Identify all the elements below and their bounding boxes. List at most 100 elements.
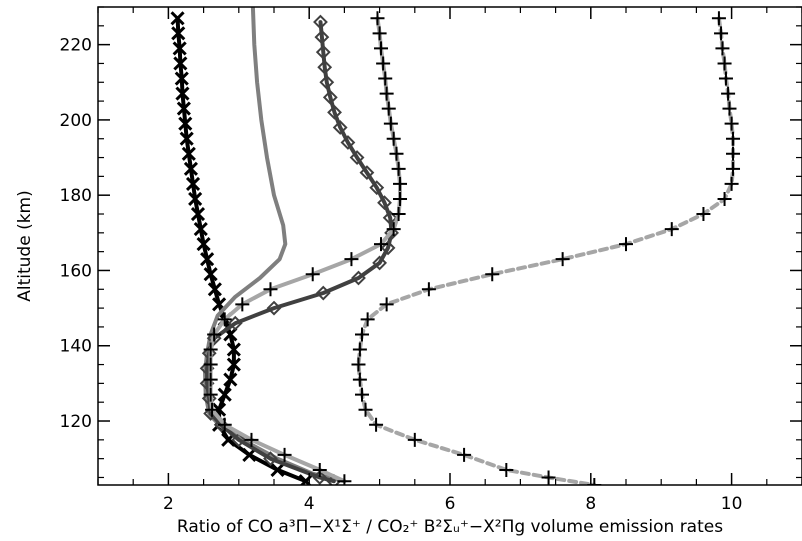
data-point-plus	[205, 402, 220, 417]
data-point-plus	[305, 267, 320, 282]
data-point-plus	[355, 387, 369, 402]
data-point-diamond	[351, 270, 366, 286]
data-point-diamond	[227, 315, 243, 331]
data-point-plus	[217, 417, 232, 432]
y-tick-label: 160	[60, 261, 92, 281]
data-point-plus	[721, 86, 736, 101]
data-point-x	[185, 176, 201, 191]
data-point-plus	[722, 101, 737, 116]
data-point-diamond	[322, 89, 338, 105]
data-point-plus	[457, 447, 472, 462]
data-point-plus	[203, 387, 218, 402]
data-point-plus	[386, 222, 401, 237]
y-axis: 120 140 160 180 200 220	[60, 6, 802, 479]
data-point-x	[217, 387, 232, 402]
data-point-x	[179, 131, 194, 146]
series-line	[208, 16, 402, 484]
data-point-x	[223, 372, 238, 387]
data-point-diamond	[314, 29, 330, 45]
data-point-plus	[235, 297, 250, 312]
y-tick-label: 180	[60, 186, 92, 206]
data-point-plus	[389, 146, 404, 161]
data-point-plus	[393, 191, 408, 206]
data-point-diamond	[315, 285, 331, 301]
data-point-plus	[407, 432, 422, 447]
series-4	[203, 11, 408, 485]
data-point-x	[171, 26, 186, 41]
series-5	[351, 11, 741, 485]
data-point-diamond	[332, 120, 348, 135]
data-point-x	[174, 71, 189, 86]
data-point-x	[203, 267, 218, 282]
data-point-plus	[358, 402, 373, 417]
series-2	[203, 7, 347, 484]
data-point-plus	[376, 56, 391, 71]
x-tick-label: 2	[163, 494, 174, 514]
data-point-x	[183, 161, 198, 176]
data-point-plus	[381, 101, 396, 116]
data-point-diamond	[317, 59, 333, 75]
data-point-plus	[369, 417, 384, 432]
data-point-x	[176, 101, 191, 116]
data-point-x	[190, 206, 206, 222]
data-point-x	[196, 237, 211, 252]
data-point-plus	[724, 116, 739, 131]
data-point-plus	[277, 447, 292, 462]
data-point-plus	[587, 478, 602, 485]
series-line	[356, 16, 735, 485]
y-tick-label: 220	[60, 36, 92, 56]
data-point-plus	[714, 26, 729, 41]
data-point-plus	[244, 432, 259, 447]
data-point-x	[178, 116, 193, 131]
data-point-diamond	[327, 104, 342, 120]
data-point-x	[181, 146, 196, 161]
data-point-diamond	[369, 180, 385, 196]
data-point-x	[188, 191, 203, 207]
series-line	[203, 7, 347, 484]
data-point-diamond	[380, 240, 396, 256]
data-point-plus	[726, 131, 741, 146]
data-point-diamond	[263, 451, 278, 467]
data-point-plus	[696, 207, 711, 222]
data-point-x	[226, 342, 241, 357]
data-point-diamond	[319, 74, 335, 90]
data-point-plus	[263, 282, 278, 297]
data-point-plus	[370, 11, 385, 26]
data-point-plus	[393, 176, 408, 191]
data-point-plus	[391, 161, 406, 176]
data-point-x	[200, 252, 215, 267]
data-point-plus	[717, 56, 732, 71]
data-point-plus	[386, 131, 401, 146]
data-point-plus	[203, 372, 218, 387]
data-point-plus	[664, 222, 679, 237]
data-point-diamond	[384, 225, 399, 241]
y-tick-label: 120	[60, 412, 92, 432]
x-axis: 2 4 6 8 10	[97, 7, 802, 514]
data-point-plus	[711, 11, 726, 26]
data-point-diamond	[340, 135, 356, 150]
data-point-diamond	[231, 432, 247, 448]
series-line	[205, 20, 394, 484]
data-point-plus	[217, 312, 232, 327]
y-tick-label: 200	[60, 111, 92, 131]
data-point-x	[242, 447, 257, 462]
data-point-x	[170, 11, 185, 26]
data-point-plus	[724, 176, 739, 191]
data-point-plus	[726, 161, 741, 176]
data-point-x	[172, 41, 187, 56]
data-point-plus	[352, 342, 367, 357]
data-point-diamond	[315, 44, 331, 60]
series-line	[175, 16, 308, 484]
data-point-x	[173, 56, 188, 71]
data-point-diamond	[206, 330, 222, 346]
data-point-plus	[372, 26, 387, 41]
data-point-x	[226, 357, 241, 372]
data-point-diamond	[382, 210, 398, 226]
data-point-plus	[499, 462, 514, 477]
data-point-plus	[717, 191, 732, 206]
y-tick-label: 140	[60, 337, 92, 357]
data-point-plus	[541, 470, 556, 485]
x-axis-title: Ratio of CO a³Π−X¹Σ⁺ / CO₂⁺ B²Σᵤ⁺−X²Πg v…	[177, 517, 723, 537]
data-point-x	[193, 222, 208, 237]
